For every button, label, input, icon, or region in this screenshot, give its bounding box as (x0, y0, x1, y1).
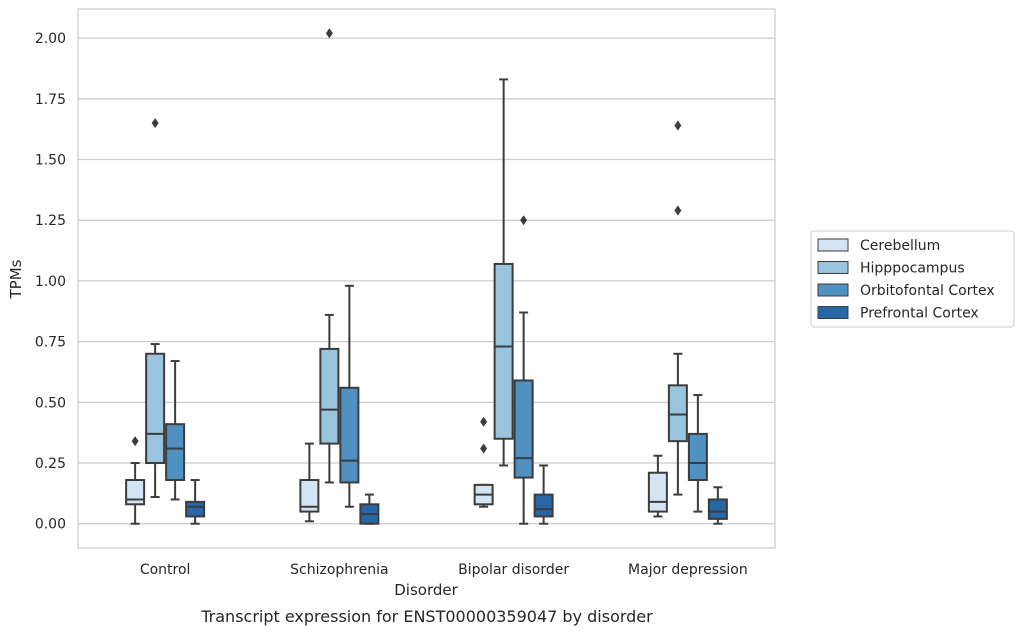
y-tick-label: 0.25 (35, 456, 66, 472)
legend-swatch (817, 238, 849, 252)
box-group (165, 360, 186, 501)
legend-item: Orbitofontal Cortex (817, 283, 995, 299)
x-tick-labels: Control Schizophrenia Bipolar disorder Majo… (140, 562, 748, 578)
box-group (707, 486, 728, 525)
box (533, 493, 554, 518)
y-tick-label: 0.00 (35, 517, 66, 533)
box (299, 479, 320, 513)
legend-swatch (817, 283, 849, 297)
y-tick-label: 0.75 (35, 335, 66, 351)
outlier-point (151, 118, 159, 129)
box (339, 386, 360, 484)
legend-swatch (817, 306, 849, 319)
category-group (125, 118, 206, 525)
y-tick-label: 1.75 (35, 92, 66, 108)
box-group (473, 416, 494, 508)
y-tick-label: 1.50 (35, 153, 66, 169)
legend-label: Orbitofontal Cortex (860, 283, 995, 299)
plot-frame (77, 8, 776, 549)
box-group (493, 78, 514, 467)
outlier-point (674, 120, 682, 131)
box (185, 500, 206, 518)
box-group (533, 464, 554, 525)
box-group (687, 394, 708, 513)
box-group (339, 284, 360, 508)
legend-swatch (817, 261, 849, 274)
legend-label: Prefrontal Cortex (860, 306, 979, 322)
box (647, 471, 668, 513)
box (319, 347, 340, 445)
x-tick-label: Bipolar disorder (458, 562, 569, 578)
box-group (299, 442, 320, 523)
box-group (125, 436, 146, 525)
outlier-point (674, 205, 682, 216)
x-axis-label: Disorder (394, 581, 458, 599)
x-tick-label: Control (140, 562, 191, 578)
box (145, 352, 166, 465)
box (493, 262, 514, 440)
box-group (185, 479, 206, 525)
x-tick-label: Schizophrenia (290, 562, 388, 578)
box-group (359, 493, 380, 525)
box-group (667, 120, 688, 496)
box (125, 479, 146, 506)
y-tick-label: 1.25 (35, 213, 66, 229)
category-group (647, 120, 728, 525)
outlier-point (480, 416, 488, 427)
box-group (145, 118, 166, 499)
legend-frame (810, 230, 1015, 328)
y-axis-label: TPMs (7, 259, 25, 299)
y-tick-label: 0.50 (35, 395, 66, 411)
outlier-point (480, 443, 488, 454)
box-plot-area (125, 28, 728, 525)
box (687, 432, 708, 482)
y-tick-label: 1.00 (35, 274, 66, 290)
legend: Cerebellum Hipppocampus Orbitofontal Corte… (810, 230, 1015, 328)
legend-label: Cerebellum (860, 238, 940, 254)
box (165, 423, 186, 482)
legend-item: Prefrontal Cortex (817, 306, 979, 322)
x-tick-label: Major depression (628, 562, 748, 578)
legend-item: Hipppocampus (817, 261, 965, 277)
box-group (647, 454, 668, 518)
outlier-point (131, 436, 139, 447)
legend-item: Cerebellum (817, 238, 940, 254)
box (513, 379, 534, 479)
box-group (513, 215, 534, 525)
legend-label: Hipppocampus (860, 261, 965, 277)
category-group (473, 78, 554, 525)
box-group (319, 28, 340, 484)
y-tick-labels: 0.00 0.25 0.50 0.75 1.00 1.25 1.50 1.75 2.00 (35, 31, 66, 533)
chart-caption: Transcript expression for ENST0000035904… (200, 607, 653, 626)
y-tick-label: 2.00 (35, 31, 66, 47)
outlier-point (520, 215, 528, 226)
grid-lines (78, 37, 775, 525)
outlier-point (325, 28, 333, 39)
box (667, 384, 688, 443)
category-group (299, 28, 380, 525)
box (707, 498, 728, 520)
